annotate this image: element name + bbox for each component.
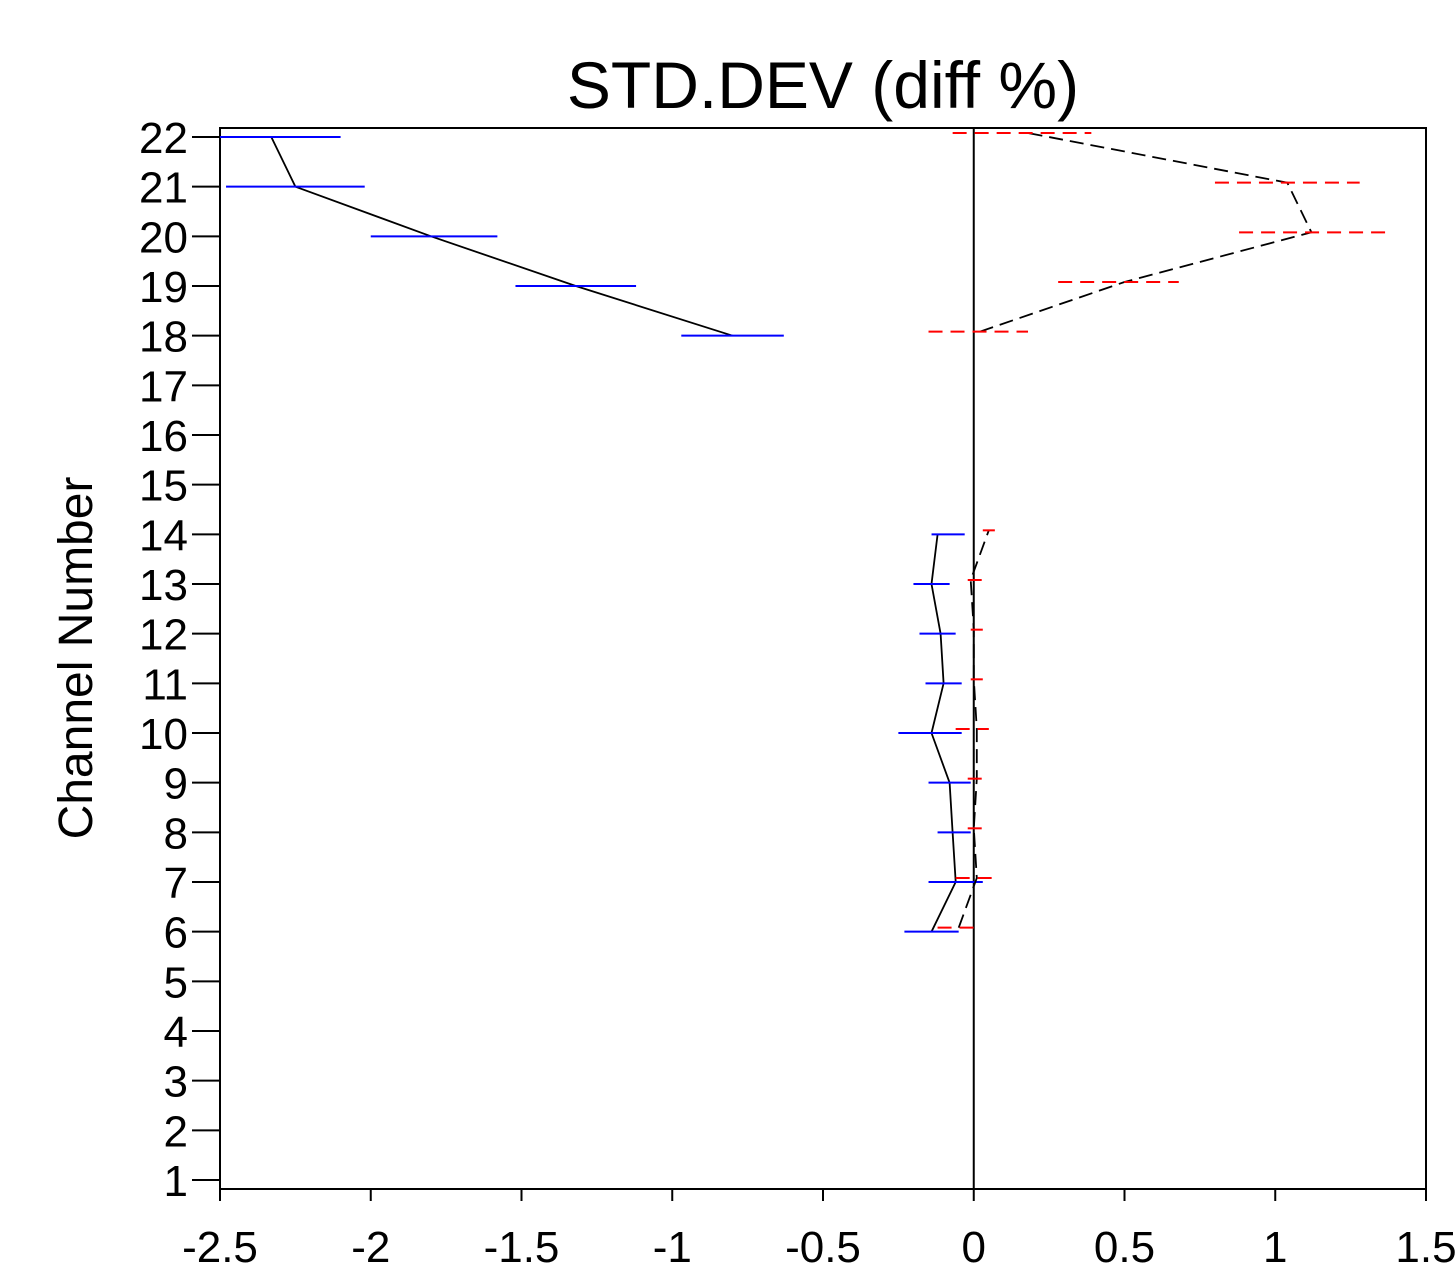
y-tick-label: 2 xyxy=(164,1107,188,1156)
y-tick-label: 16 xyxy=(139,412,188,461)
y-tick-label: 9 xyxy=(164,760,188,809)
plot-frame xyxy=(219,127,1427,1190)
chart-title: STD.DEV (diff %) xyxy=(567,48,1079,122)
y-tick-label: 8 xyxy=(164,809,188,858)
x-tick-label: 0.5 xyxy=(1094,1223,1155,1269)
x-axis: -2.5 -2 -1.5 -1 -0.5 0 0.5 1 1.5 xyxy=(182,1189,1456,1269)
x-tick-label: -1.5 xyxy=(484,1223,560,1269)
x-tick-label: 0 xyxy=(962,1223,986,1269)
x-tick-label: -0.5 xyxy=(785,1223,861,1269)
x-tick-label: -2 xyxy=(351,1223,390,1269)
x-tick-label: -2.5 xyxy=(182,1223,258,1269)
y-tick-label: 7 xyxy=(164,859,188,908)
solid-series-line xyxy=(270,136,733,337)
y-tick-label: 17 xyxy=(139,362,188,411)
y-tick-label: 14 xyxy=(139,511,188,560)
y-tick-label: 10 xyxy=(139,710,188,759)
y-tick-label: 5 xyxy=(164,958,188,1007)
x-tick-label: 1 xyxy=(1263,1223,1287,1269)
y-tick-label: 3 xyxy=(164,1058,188,1107)
y-tick-label: 15 xyxy=(139,462,188,511)
y-tick-label: 21 xyxy=(139,164,188,213)
dashed-series-line xyxy=(957,529,990,929)
series-layer xyxy=(220,132,1387,933)
y-tick-label: 13 xyxy=(139,561,188,610)
y-tick-label: 19 xyxy=(139,263,188,312)
x-tick-label: 1.5 xyxy=(1395,1223,1456,1269)
y-tick-label: 12 xyxy=(139,611,188,660)
y-tick-label: 18 xyxy=(139,313,188,362)
y-tick-label: 6 xyxy=(164,909,188,958)
y-tick-label: 20 xyxy=(139,213,188,262)
y-tick-label: 4 xyxy=(164,1008,188,1057)
x-tick-label: -1 xyxy=(653,1223,692,1269)
y-tick-label: 22 xyxy=(139,114,188,163)
y-tick-label: 1 xyxy=(164,1157,188,1206)
y-axis-title: Channel Number xyxy=(50,477,103,840)
y-tick-label: 11 xyxy=(142,660,188,709)
